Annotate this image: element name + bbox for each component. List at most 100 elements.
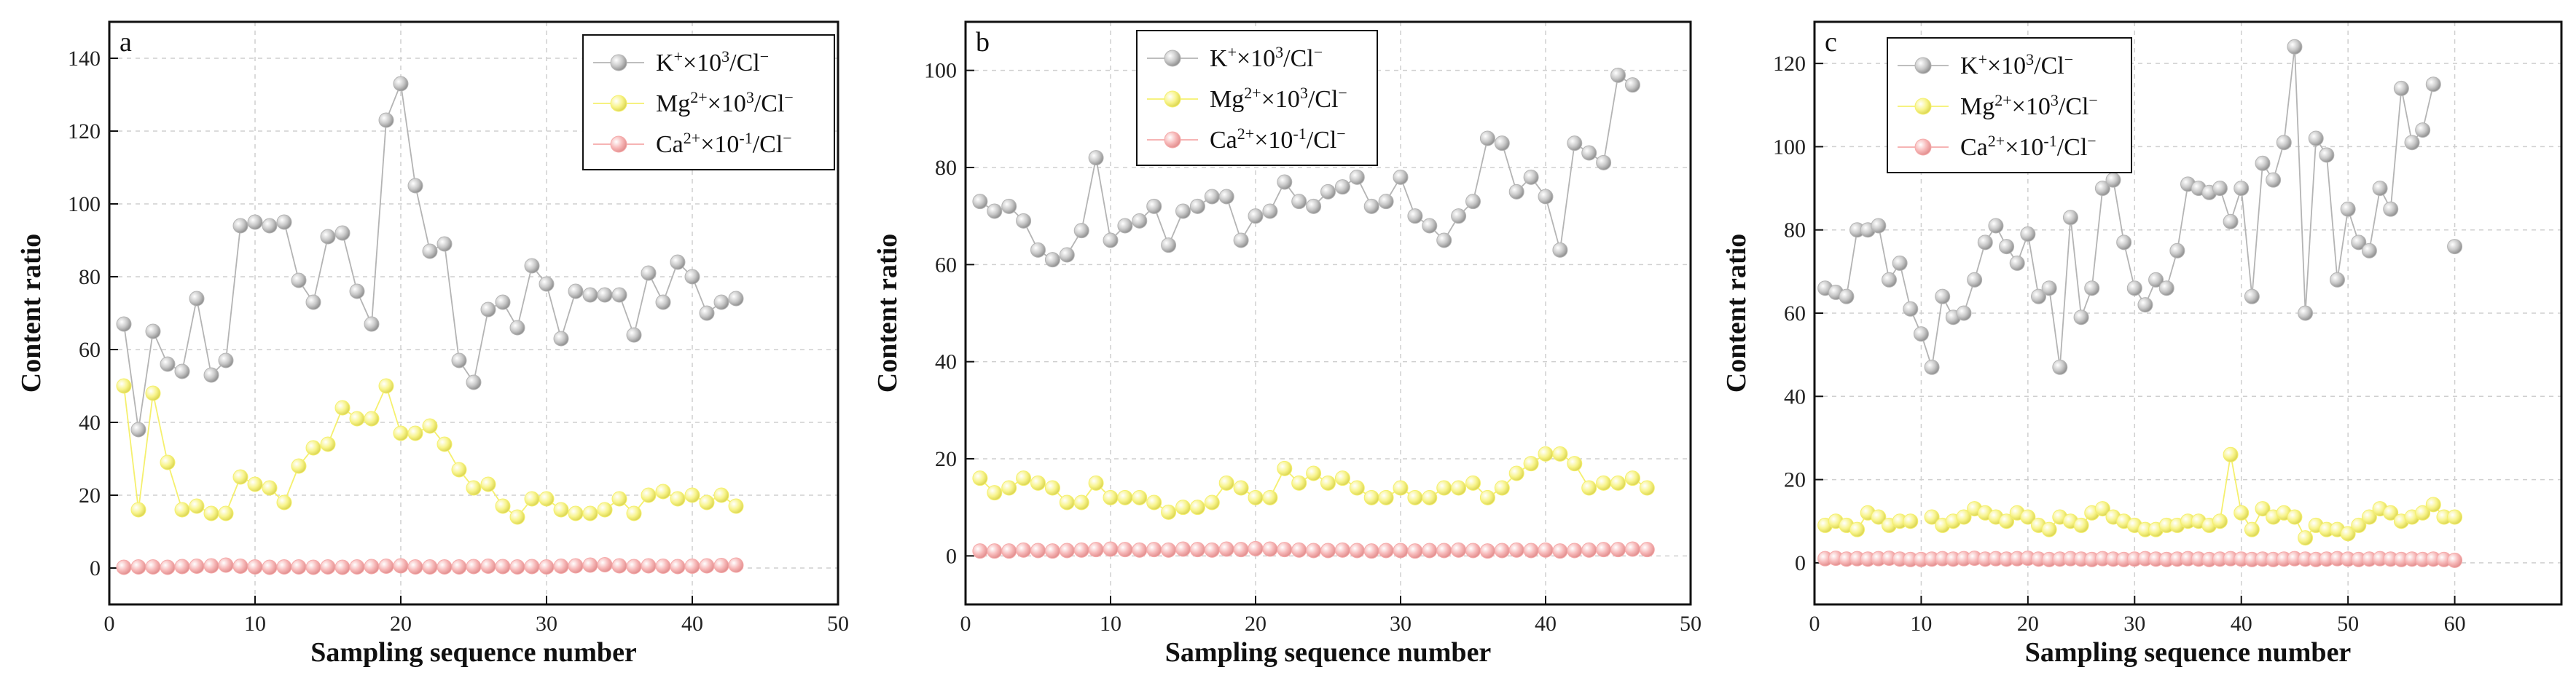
data-point-Mg	[2073, 517, 2089, 533]
data-point-K	[1363, 198, 1379, 214]
data-point-Ca	[1189, 542, 1205, 558]
series-Ca	[116, 557, 744, 575]
data-point-Mg	[1146, 494, 1162, 510]
data-point-Mg	[611, 491, 627, 507]
data-point-Mg	[480, 476, 496, 492]
data-point-K	[218, 352, 234, 368]
data-point-Mg	[1871, 509, 1887, 525]
data-point-Ca	[320, 559, 336, 575]
data-point-Ca	[1538, 542, 1554, 558]
data-point-K	[160, 356, 176, 372]
data-point-Ca	[1233, 542, 1249, 558]
y-tick-label: 40	[1784, 385, 1806, 409]
data-point-Mg	[728, 498, 744, 514]
data-point-K	[305, 294, 321, 310]
data-point-Ca	[393, 558, 409, 574]
data-point-Mg	[1393, 480, 1409, 496]
data-point-Ca	[1001, 543, 1017, 559]
data-point-Mg	[1189, 500, 1205, 516]
data-point-K	[276, 214, 292, 230]
data-point-Ca	[1030, 543, 1046, 559]
data-point-Ca	[1639, 542, 1655, 558]
data-point-Mg	[1233, 480, 1249, 496]
y-tick-label: 0	[946, 544, 957, 568]
data-point-K	[2276, 135, 2292, 151]
x-tick-label: 0	[1809, 612, 1820, 636]
data-point-Mg	[2255, 501, 2271, 517]
data-point-Ca	[1523, 543, 1539, 559]
data-point-K	[2062, 210, 2078, 226]
data-point-Ca	[130, 559, 146, 575]
data-point-Mg	[2212, 513, 2228, 529]
data-point-K	[2041, 280, 2057, 296]
data-point-Mg	[1407, 489, 1423, 505]
data-point-K	[2094, 181, 2110, 197]
data-point-K	[1494, 135, 1510, 151]
data-point-K	[1977, 234, 1993, 251]
data-point-K	[1407, 208, 1423, 224]
data-point-K	[2255, 155, 2271, 171]
series-K	[1817, 39, 2463, 375]
data-point-Mg	[1059, 494, 1075, 510]
data-point-Ca	[1277, 542, 1293, 558]
data-point-Ca	[1407, 543, 1423, 559]
data-point-K	[2415, 122, 2431, 138]
data-point-Ca	[553, 559, 569, 574]
data-point-Mg	[1088, 475, 1104, 491]
data-point-Ca	[407, 559, 423, 575]
data-point-Mg	[1248, 489, 1264, 505]
data-point-Mg	[232, 469, 248, 485]
data-point-Mg	[1508, 465, 1524, 481]
plot-frame	[964, 20, 1692, 606]
data-point-Ca	[1117, 542, 1133, 558]
x-tick-label: 20	[2017, 612, 2039, 636]
x-tick-label: 30	[2123, 612, 2145, 636]
data-point-K	[1204, 189, 1220, 205]
y-tick-label: 80	[79, 265, 101, 289]
data-point-Ca	[334, 559, 351, 575]
data-point-Mg	[1320, 475, 1336, 491]
data-point-K	[1451, 208, 1467, 224]
data-point-Mg	[466, 480, 482, 496]
y-tick-label: 20	[935, 447, 957, 471]
data-point-K	[1016, 213, 1032, 229]
data-point-K	[422, 243, 438, 259]
data-point-Ca	[626, 559, 642, 575]
data-point-Mg	[2425, 497, 2441, 513]
data-point-Mg	[2351, 517, 2367, 533]
data-point-Mg	[1538, 446, 1554, 462]
data-point-Ca	[1494, 543, 1510, 559]
legend-entry-Ca: Ca2+×10-1/Cl−	[656, 129, 792, 159]
data-point-K	[2020, 226, 2036, 242]
data-point-Ca	[1059, 543, 1075, 559]
data-point-K	[1988, 218, 2004, 234]
data-point-Ca	[1334, 542, 1350, 558]
data-point-K	[670, 254, 686, 270]
legend-entry-K: K+×103/Cl−	[656, 47, 769, 77]
data-point-Mg	[626, 505, 642, 521]
data-point-K	[116, 316, 132, 332]
data-point-Mg	[2415, 505, 2431, 521]
data-point-Ca	[1378, 543, 1394, 559]
data-point-K	[1523, 169, 1539, 185]
data-point-Ca	[189, 559, 205, 574]
data-point-Mg	[2094, 501, 2110, 517]
data-point-Mg	[568, 505, 584, 521]
data-point-K	[1581, 145, 1597, 161]
data-point-Ca	[291, 559, 307, 575]
data-point-Mg	[524, 491, 540, 507]
data-point-Mg	[1277, 460, 1293, 476]
data-point-K	[1088, 150, 1104, 166]
y-tick-label: 80	[935, 156, 957, 180]
data-point-K	[451, 352, 467, 368]
data-point-K	[291, 272, 307, 288]
data-point-K	[2105, 172, 2121, 188]
data-point-Mg	[1334, 470, 1350, 486]
data-point-Ca	[568, 558, 584, 574]
data-point-Ca	[422, 559, 438, 575]
data-point-K	[1146, 198, 1162, 214]
data-point-K	[393, 76, 409, 92]
data-point-Ca	[1132, 542, 1148, 558]
data-point-K	[1567, 135, 1583, 151]
data-point-K	[1378, 194, 1394, 210]
